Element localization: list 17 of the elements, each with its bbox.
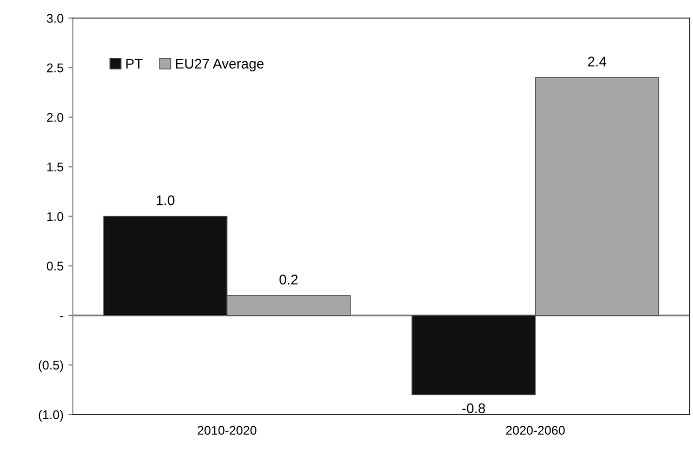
y-tick-label: 1.0 bbox=[47, 212, 64, 221]
data-label: -0.8 bbox=[462, 403, 486, 414]
legend-label: PT bbox=[126, 58, 143, 69]
y-tick-label: 1.5 bbox=[47, 162, 64, 172]
data-label: 0.2 bbox=[280, 274, 298, 285]
y-tick-label: 2.5 bbox=[46, 63, 64, 72]
legend-label: EU27 Average bbox=[176, 58, 264, 72]
y-tick-label: (1.0) bbox=[38, 410, 63, 422]
y-tick-label: 3.0 bbox=[46, 14, 64, 23]
y-tick-label: 0.5 bbox=[46, 262, 64, 271]
y-tick-label: 2.0 bbox=[46, 113, 64, 122]
x-tick-label: 2010-2020 bbox=[198, 426, 256, 435]
data-label: 1.0 bbox=[156, 195, 174, 206]
y-tick-label: (0.5) bbox=[38, 360, 63, 372]
y-tick-label: - bbox=[60, 316, 64, 318]
data-label: 2.4 bbox=[588, 56, 606, 66]
x-tick-label: 2020-2060 bbox=[506, 426, 565, 435]
